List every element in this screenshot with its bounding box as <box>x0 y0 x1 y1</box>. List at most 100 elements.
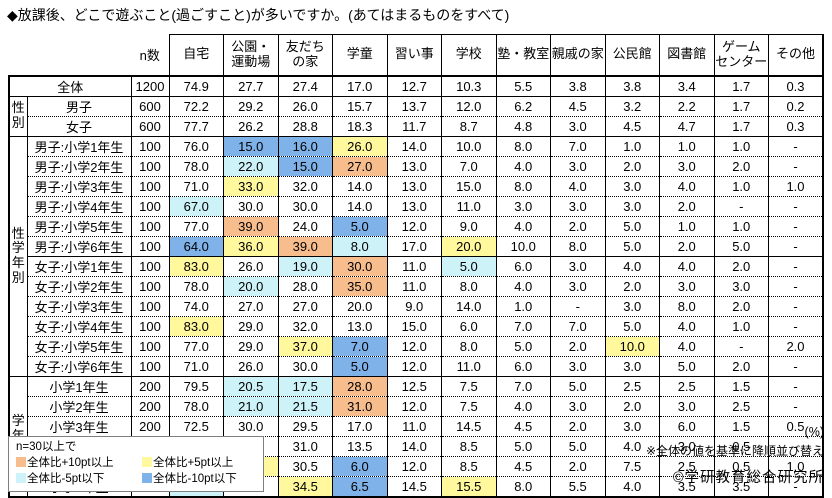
data-cell: 15.7 <box>332 95 388 116</box>
row-label: 女子:小学3年生 <box>26 295 132 316</box>
data-cell: 27.0 <box>277 295 333 316</box>
row-label: 男子:小学3年生 <box>26 175 132 196</box>
data-cell: 31.0 <box>332 395 388 416</box>
data-cell: 0.3 <box>768 115 824 136</box>
data-cell: 76.0 <box>168 135 224 156</box>
legend-label: 全体比+5pt以上 <box>153 457 234 470</box>
data-cell: 78.0 <box>168 155 224 176</box>
data-cell: 7.0 <box>495 315 551 336</box>
data-cell: 30.5 <box>277 455 333 476</box>
data-cell: 5.0 <box>550 435 606 456</box>
data-cell: 4.7 <box>659 115 715 136</box>
data-cell: 3.2 <box>604 95 660 116</box>
data-cell: 3.0 <box>713 275 769 296</box>
data-cell: 20.5 <box>223 375 279 396</box>
data-cell: 3.5 <box>713 475 769 498</box>
column-header: 親戚の家 <box>550 34 606 76</box>
data-cell: 17.0 <box>332 74 388 96</box>
data-cell: 14.0 <box>386 135 442 156</box>
row-label: 男子:小学4年生 <box>26 195 132 216</box>
row-group-label: 性 別 <box>8 95 28 136</box>
table-row: 小学3年生 200 72.5 30.0 29.5 17.0 11.0 14.5 4.5 2.0 3.… <box>9 415 824 436</box>
data-cell: 7.5 <box>441 395 497 416</box>
legend-item: 全体比+10pt以上 <box>16 455 142 471</box>
data-cell: - <box>768 155 824 176</box>
data-cell: 79.5 <box>168 375 224 396</box>
data-cell: 78.0 <box>168 395 224 416</box>
data-cell: 4.5 <box>495 455 551 476</box>
data-cell: 30.0 <box>332 255 388 276</box>
data-cell: 21.5 <box>277 395 333 416</box>
data-cell: 7.0 <box>495 375 551 396</box>
data-cell: 12.5 <box>386 375 442 396</box>
data-cell: 4.0 <box>659 255 715 276</box>
data-cell: 5.0 <box>659 355 715 376</box>
data-cell: 5.5 <box>495 74 551 96</box>
data-cell: 5.0 <box>604 235 660 256</box>
data-cell: 11.0 <box>386 275 442 296</box>
data-cell: - <box>768 275 824 296</box>
data-cell: 4.0 <box>659 315 715 336</box>
legend-swatch-icon <box>142 457 152 468</box>
data-cell: 83.0 <box>168 315 224 336</box>
data-cell: 2.0 <box>550 215 606 236</box>
table-row: 女子:小学1年生 100 83.0 26.0 19.0 30.0 11.0 5.0 6.0 3.0… <box>9 255 824 276</box>
table-row: 男子:小学4年生 100 67.0 30.0 30.0 14.0 13.0 11.0 3.0 3.… <box>9 195 824 216</box>
data-cell: 26.0 <box>277 95 333 116</box>
data-cell: 8.5 <box>441 435 497 456</box>
data-cell: 12.0 <box>386 355 442 376</box>
data-cell: 77.0 <box>168 335 224 356</box>
data-cell: 74.9 <box>168 74 224 96</box>
table-row: 女子:小学4年生 100 83.0 29.0 32.0 13.0 15.0 6.0 7.0 7.0… <box>9 315 824 336</box>
data-cell: 17.5 <box>277 375 333 396</box>
data-cell: 2.5 <box>713 395 769 416</box>
column-header: 公民館 <box>604 34 660 76</box>
data-cell: 15.5 <box>441 475 497 498</box>
column-header: 習い事 <box>386 34 442 76</box>
data-cell: 8.0 <box>441 335 497 356</box>
data-cell: 8.0 <box>332 235 388 256</box>
column-header: その他 <box>768 34 824 76</box>
legend-item: 全体比-10pt以下 <box>142 471 256 487</box>
data-cell: - <box>713 195 769 216</box>
n-value: 100 <box>130 195 170 216</box>
data-cell: 3.4 <box>659 74 715 96</box>
data-cell: 2.0 <box>550 335 606 356</box>
data-cell: 15.0 <box>441 175 497 196</box>
data-cell: 3.0 <box>659 155 715 176</box>
n-value: 100 <box>130 335 170 356</box>
data-cell: 5.0 <box>495 435 551 456</box>
row-label: 小学3年生 <box>26 415 132 436</box>
data-cell: 1.5 <box>713 375 769 396</box>
data-cell: 12.0 <box>386 215 442 236</box>
header-blank <box>9 35 131 76</box>
row-label: 男子:小学1年生 <box>26 135 132 156</box>
data-cell: 1.0 <box>713 175 769 196</box>
data-cell: 1.0 <box>495 295 551 316</box>
data-cell: 8.0 <box>550 235 606 256</box>
data-cell: 1.7 <box>713 74 769 96</box>
data-cell: 30.0 <box>223 195 279 216</box>
data-cell: 12.0 <box>386 455 442 476</box>
sort-note: ※全体の値を基準に降順並び替え <box>645 444 824 458</box>
legend-box: n=30以上で 全体比+10pt以上 全体比+5pt以上 全体比-5pt以下 全体比-… <box>8 436 264 493</box>
data-cell: 20.0 <box>223 275 279 296</box>
table-row: 性 学 年 別男子:小学1年生 100 76.0 15.0 16.0 26.0 14.0 10… <box>8 135 824 376</box>
copyright: ©学研教育総合研究所 <box>672 470 824 486</box>
data-cell: 35.0 <box>332 275 388 296</box>
row-label: 女子:小学6年生 <box>26 355 132 376</box>
data-cell: 8.5 <box>441 455 497 476</box>
data-cell: 36.0 <box>223 235 279 256</box>
data-cell: - <box>768 235 824 256</box>
data-cell: 19.0 <box>277 255 333 276</box>
data-cell: 9.0 <box>386 295 442 316</box>
data-cell: 3.0 <box>604 295 660 316</box>
data-cell: 10.0 <box>495 235 551 256</box>
data-cell: 4.0 <box>659 175 715 196</box>
n-value: 100 <box>130 275 170 296</box>
data-cell: 3.0 <box>604 415 660 436</box>
data-cell: 2.2 <box>659 95 715 116</box>
data-cell: - <box>768 195 824 216</box>
data-cell: 5.0 <box>604 315 660 336</box>
data-cell: 8.0 <box>495 475 551 498</box>
